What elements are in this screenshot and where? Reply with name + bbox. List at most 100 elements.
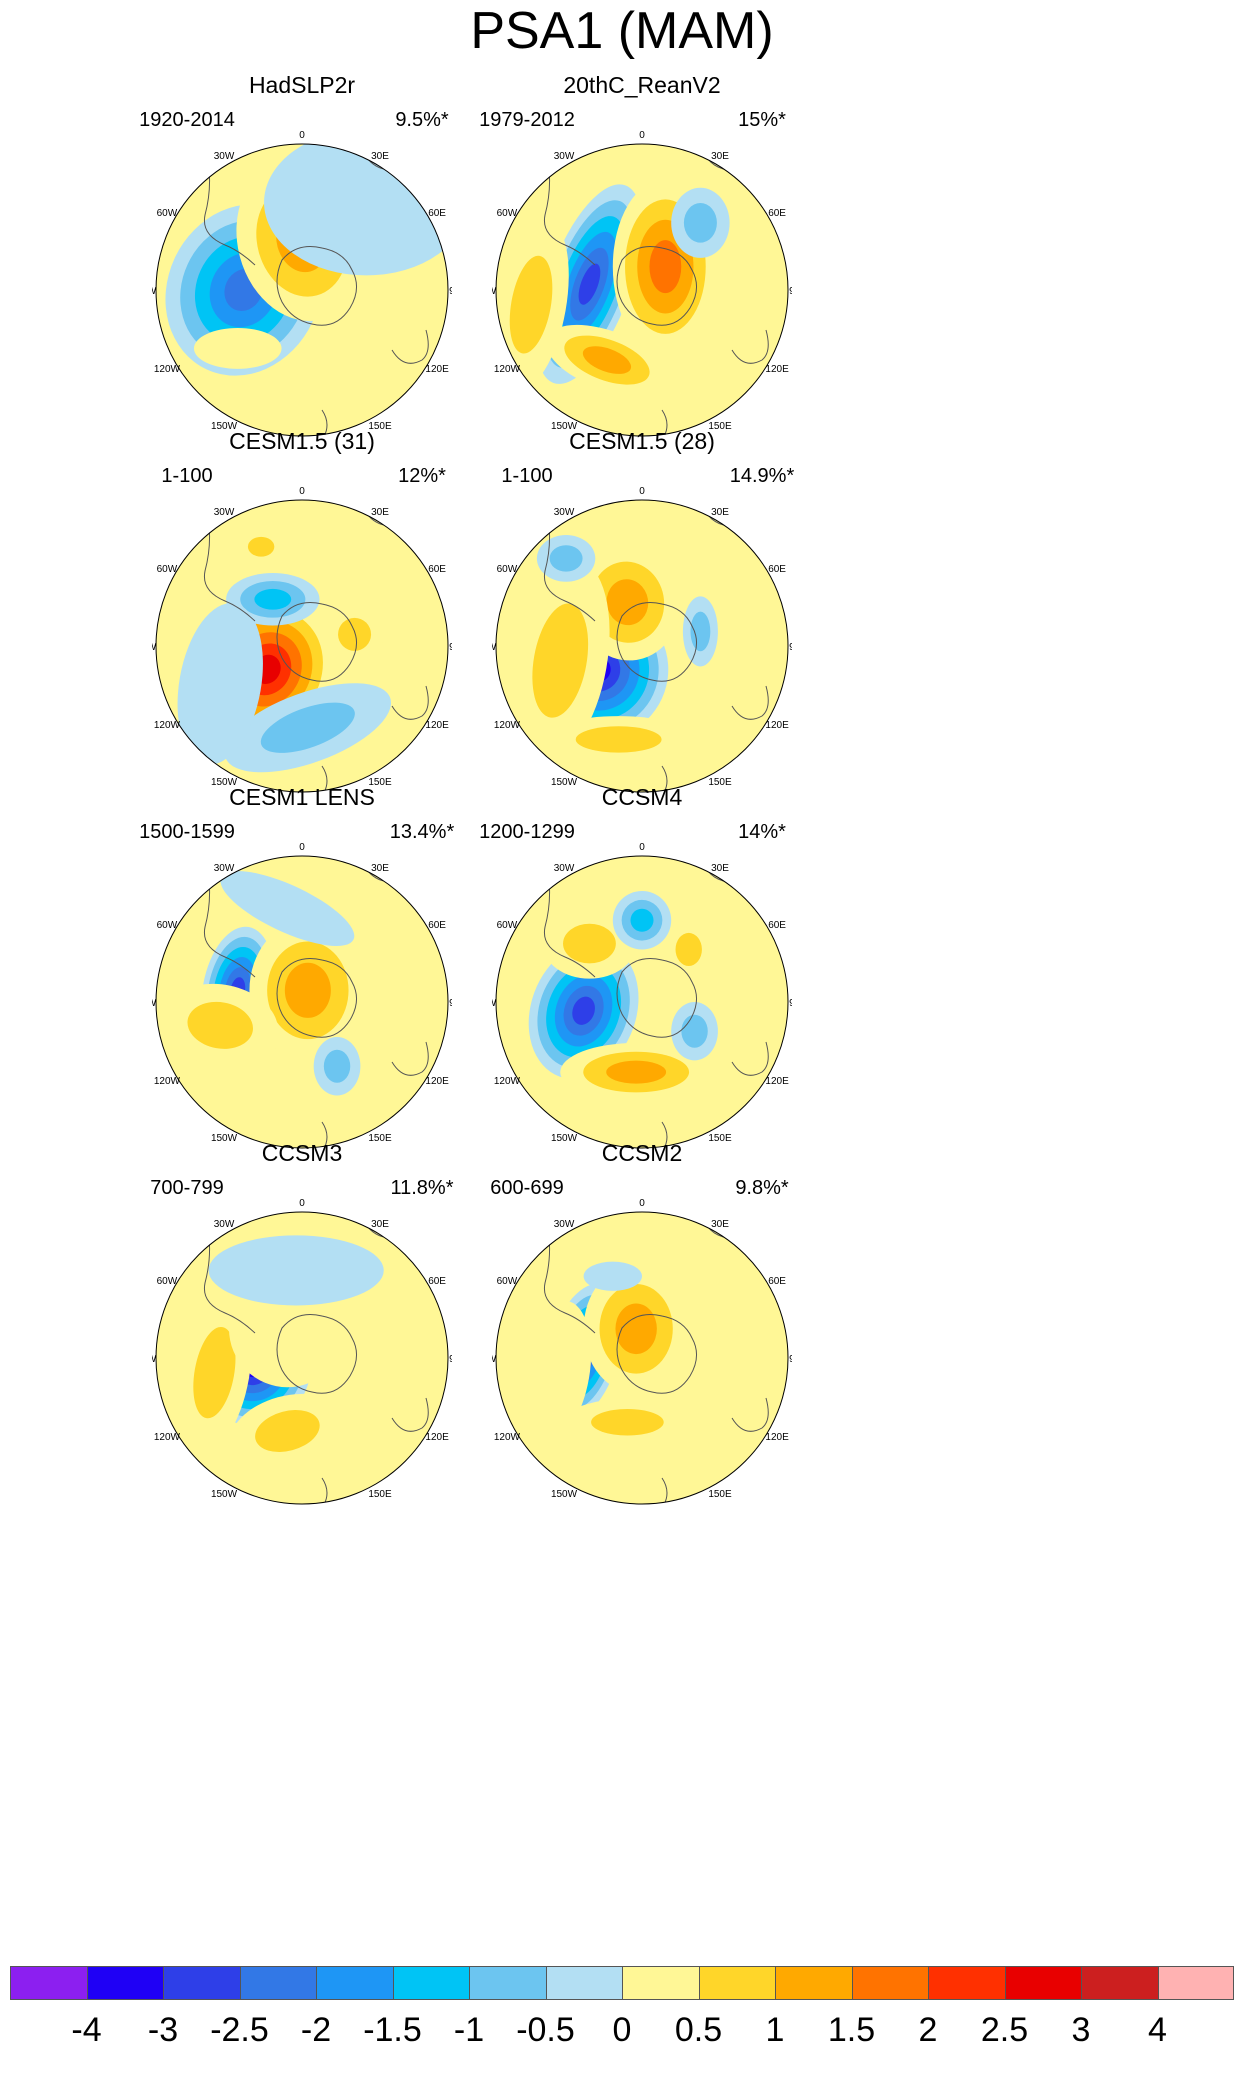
longitude-label: 120W [494,364,521,375]
map-panel: CESM1.5 (28) 1-100 14.9%* 0 30E 60E 90E 120E 150… [492,428,794,893]
longitude-label: 120E [765,720,789,731]
contour-region [255,1410,320,1452]
longitude-label: 90E [449,998,452,1009]
panel-variance: 9.5%* [395,109,449,131]
map-panel: CCSM41200-129914%*030E60E90E120E150E1801… [479,784,792,1249]
panel-title: CCSM3 [261,1140,343,1166]
contour-region [208,1235,384,1306]
colorbar-tick-label: -4 [71,2011,102,2049]
contour-region [220,871,355,946]
panel-period: 1500-1599 [139,821,235,843]
panel-variance: 11.8%* [390,1177,454,1199]
colorbar-tick-label: 2.5 [980,2011,1029,2049]
colorbar-swatch [698,1966,775,2000]
longitude-label: 30E [371,507,389,518]
polar-map: 030E60E90E120E150E180150W120W90W60W30W [152,1198,452,1505]
longitude-label: 30E [371,1219,389,1230]
longitude-label: 150E [368,421,392,432]
longitude-label: 60W [497,920,518,931]
longitude-label: 150E [708,421,732,432]
longitude-label: 90E [789,286,792,297]
panel-title: CCSM2 [601,1140,683,1166]
coastline [203,505,429,792]
longitude-label: 120E [425,364,449,375]
longitude-label: 150E [368,777,392,788]
contour-region [193,327,282,369]
longitude-label: 90W [492,642,497,653]
longitude-label: 0 [299,486,305,497]
longitude-label: 60W [157,564,178,575]
longitude-label: 60W [157,920,178,931]
map-border [155,143,449,437]
longitude-label: 90E [789,1354,792,1365]
longitude-label: 60E [428,1276,446,1287]
map-border [495,1211,789,1505]
contour-region [583,1261,642,1291]
contour-region [649,240,682,294]
longitude-label: 120E [425,1076,449,1087]
longitude-label: 30E [711,863,729,874]
longitude-label: 120W [494,1076,521,1087]
map-panel: CCSM3700-79911.8%*030E60E90E120E150E1801… [150,1140,454,1605]
longitude-label: 60E [768,1276,786,1287]
map-panel: HadSLP2r 1920-2014 9.5%* 0 30E 60E 90E 120E 150E… [139,72,452,537]
contour-region [575,726,662,753]
contour-region [254,588,292,610]
colorbar-swatch [1157,1966,1234,2000]
longitude-label: 120W [494,720,521,731]
map-border [155,1211,449,1505]
polar-map: 030E60E90E120E150E180150W120W90W60W30W [492,1198,792,1505]
longitude-label: 0 [639,842,645,853]
longitude-label: 150W [551,421,578,432]
colorbar-swatch [1004,1966,1081,2000]
colorbar-labels: -4 -3 -2.5 -2 -1.5 -1 -0.5 0 0.5 1 1.5 2 2.5 3 4 [10,2010,1234,2070]
contour-region [177,603,263,765]
colorbar-swatch [239,1966,316,2000]
polar-map: 030E60E90E120E150E180150W120W90W60W30W [152,486,452,793]
longitude-label: 90W [492,286,497,297]
colorbar-swatch [469,1966,546,2000]
contour-region [284,962,331,1018]
colorbar-swatch [316,1966,393,2000]
colorbar-swatch [1081,1966,1158,2000]
longitude-label: 30W [214,863,235,874]
colorbar-tick-label: 4 [1148,2011,1167,2049]
contour-region [338,617,372,651]
colorbar [10,1966,1234,2000]
panel-period: 700-799 [150,1177,224,1199]
panel-period: 1-100 [161,465,213,487]
longitude-label: 150E [368,1489,392,1500]
longitude-label: 90E [449,1354,452,1365]
longitude-label: 90W [492,998,497,1009]
longitude-label: 30W [554,151,575,162]
polar-map: 030E60E90E120E150E180150W120W90W60W30W [152,130,452,437]
panel-variance: 13.4%* [389,821,455,843]
longitude-label: 120W [154,1076,181,1087]
coastline [203,861,429,1148]
longitude-label: 60E [768,564,786,575]
longitude-label: 0 [639,1198,645,1209]
panel-period: 1979-2012 [479,109,575,131]
colorbar-tick-label: -1.5 [363,2011,422,2049]
contour-region [549,545,583,572]
longitude-label: 90W [152,286,157,297]
polar-map: 030E60E90E120E150E180150W120W90W60W30W [492,486,792,793]
longitude-label: 120E [425,720,449,731]
longitude-label: 60W [157,1276,178,1287]
colorbar-tick-label: -0.5 [516,2011,575,2049]
map-border [495,499,789,793]
longitude-label: 60W [497,208,518,219]
panel-period: 1200-1299 [479,821,575,843]
longitude-label: 30W [214,151,235,162]
panel-period: 600-699 [490,1177,564,1199]
longitude-label: 0 [639,130,645,141]
longitude-label: 30E [371,863,389,874]
colorbar-tick-label: -2 [300,2011,332,2049]
coastline [543,861,769,1148]
longitude-label: 0 [299,842,305,853]
longitude-label: 60E [428,208,446,219]
longitude-label: 150W [211,1489,238,1500]
longitude-label: 120W [494,1432,521,1443]
map-border [155,855,449,1149]
colorbar-tick-label: -3 [147,2011,179,2049]
